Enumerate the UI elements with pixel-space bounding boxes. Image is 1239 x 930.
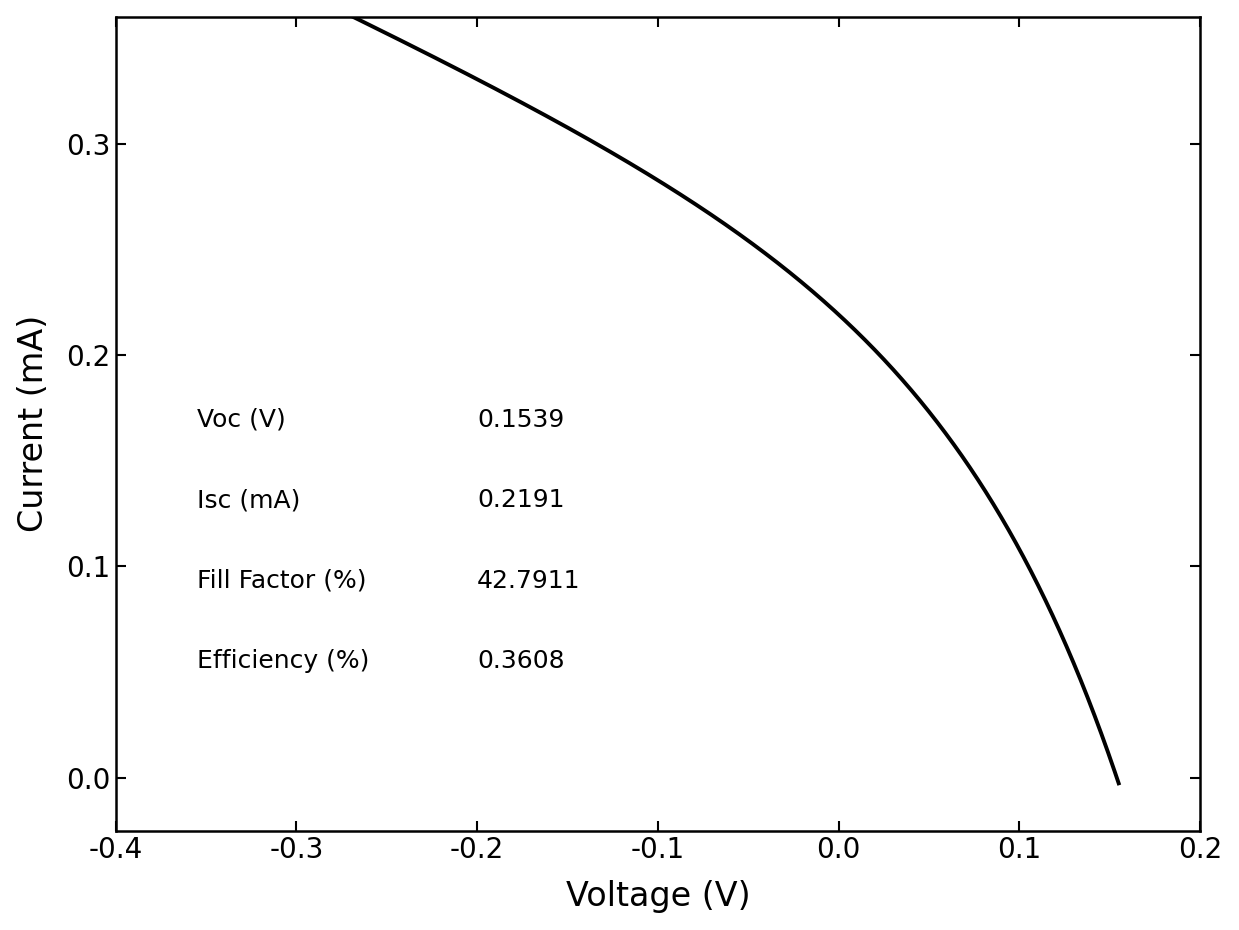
Text: Fill Factor (%): Fill Factor (%)	[197, 568, 367, 592]
Text: 0.3608: 0.3608	[477, 649, 565, 673]
Text: Isc (mA): Isc (mA)	[197, 488, 300, 512]
Text: Voc (V): Voc (V)	[197, 408, 286, 432]
Text: 42.7911: 42.7911	[477, 568, 581, 592]
Text: Efficiency (%): Efficiency (%)	[197, 649, 369, 673]
X-axis label: Voltage (V): Voltage (V)	[565, 881, 750, 913]
Text: 0.1539: 0.1539	[477, 408, 565, 432]
Text: 0.2191: 0.2191	[477, 488, 565, 512]
Y-axis label: Current (mA): Current (mA)	[16, 315, 50, 532]
